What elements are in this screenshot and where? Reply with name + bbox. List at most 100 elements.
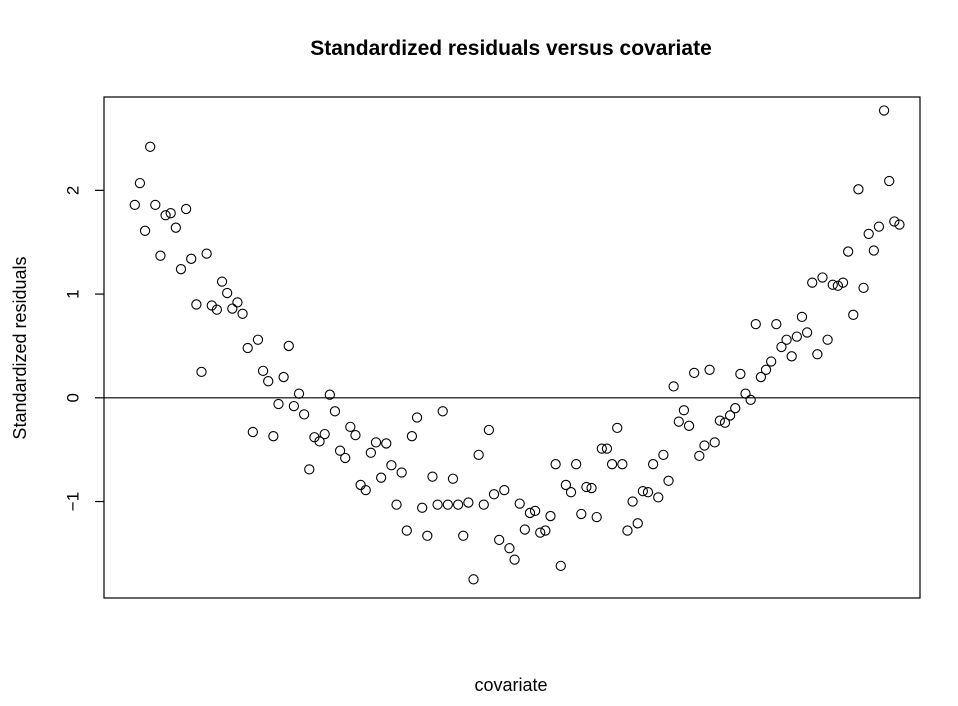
data-point bbox=[442, 499, 453, 510]
data-point bbox=[709, 437, 720, 448]
data-point bbox=[822, 334, 833, 345]
data-point bbox=[340, 452, 351, 464]
data-point bbox=[406, 431, 418, 442]
data-point bbox=[186, 253, 197, 264]
data-point bbox=[545, 510, 556, 522]
y-tick-label: 0 bbox=[63, 393, 82, 402]
data-point bbox=[740, 388, 751, 399]
data-point bbox=[417, 502, 428, 513]
data-point bbox=[293, 388, 305, 399]
data-point bbox=[509, 554, 520, 565]
data-point bbox=[227, 303, 238, 314]
data-point bbox=[145, 141, 156, 152]
data-point bbox=[637, 486, 649, 497]
data-point bbox=[483, 424, 495, 436]
data-point bbox=[627, 496, 638, 507]
data-point bbox=[529, 505, 541, 517]
data-point bbox=[658, 449, 669, 461]
data-point bbox=[386, 460, 397, 471]
data-point bbox=[345, 421, 356, 433]
y-tick-label: 1 bbox=[63, 289, 82, 298]
data-point bbox=[689, 367, 700, 379]
data-point bbox=[714, 415, 725, 426]
plot-frame bbox=[103, 96, 921, 599]
data-point bbox=[694, 450, 705, 462]
data-point bbox=[360, 484, 371, 496]
data-point bbox=[196, 366, 207, 378]
x-axis-label: covariate bbox=[474, 675, 547, 695]
data-point bbox=[555, 560, 566, 571]
data-point bbox=[730, 403, 741, 414]
data-point bbox=[150, 199, 161, 211]
data-point bbox=[247, 426, 258, 438]
data-point bbox=[812, 349, 823, 360]
data-point bbox=[760, 364, 772, 375]
data-point bbox=[781, 334, 792, 345]
data-point bbox=[391, 499, 402, 510]
data-point bbox=[586, 482, 597, 494]
data-point bbox=[858, 282, 869, 294]
data-point bbox=[683, 420, 695, 431]
data-point bbox=[268, 431, 279, 442]
data-point bbox=[565, 487, 577, 498]
chart-title: Standardized residuals versus covariate bbox=[310, 37, 712, 60]
data-point bbox=[853, 184, 864, 195]
data-point bbox=[699, 440, 710, 451]
data-point bbox=[488, 489, 500, 500]
data-point bbox=[596, 443, 607, 454]
data-point bbox=[175, 264, 187, 275]
data-point bbox=[878, 105, 890, 116]
data-point bbox=[884, 175, 895, 187]
data-point bbox=[807, 277, 818, 288]
data-point bbox=[283, 340, 294, 352]
data-point bbox=[329, 406, 341, 417]
data-point bbox=[319, 428, 330, 440]
y-tick-label: 2 bbox=[63, 186, 82, 195]
data-point bbox=[365, 447, 377, 458]
data-point bbox=[304, 464, 315, 475]
data-point bbox=[873, 221, 885, 232]
data-point bbox=[355, 479, 366, 491]
data-point bbox=[155, 250, 166, 261]
data-point bbox=[673, 416, 684, 427]
data-point bbox=[273, 398, 284, 410]
data-point bbox=[678, 405, 690, 416]
data-point bbox=[771, 319, 782, 330]
data-point bbox=[591, 511, 602, 523]
y-axis-label: Standardized residuals bbox=[10, 256, 30, 439]
data-point bbox=[843, 246, 854, 257]
data-point bbox=[894, 219, 905, 230]
data-point bbox=[663, 475, 674, 486]
data-point bbox=[473, 449, 484, 461]
data-point bbox=[499, 484, 510, 496]
data-point bbox=[571, 459, 582, 470]
data-point bbox=[791, 331, 802, 342]
data-point bbox=[796, 311, 808, 323]
data-point bbox=[540, 525, 551, 536]
data-point bbox=[724, 410, 736, 421]
data-point bbox=[524, 507, 536, 519]
data-point bbox=[242, 342, 253, 354]
data-point bbox=[232, 297, 243, 308]
data-point bbox=[129, 199, 140, 211]
data-point bbox=[632, 518, 643, 529]
data-point bbox=[165, 208, 176, 219]
data-point bbox=[868, 245, 879, 256]
data-point bbox=[817, 272, 828, 283]
data-point bbox=[535, 527, 546, 538]
data-point bbox=[350, 429, 361, 441]
data-point bbox=[606, 459, 618, 470]
data-point bbox=[494, 534, 505, 546]
data-point bbox=[463, 497, 474, 508]
data-point bbox=[278, 371, 289, 383]
data-point bbox=[381, 438, 392, 449]
data-point bbox=[519, 524, 530, 535]
data-point bbox=[478, 499, 489, 510]
data-point bbox=[191, 299, 202, 310]
data-point bbox=[704, 364, 715, 375]
data-point bbox=[750, 319, 761, 330]
data-point bbox=[837, 277, 849, 288]
data-point bbox=[668, 381, 679, 392]
data-point bbox=[776, 341, 787, 353]
